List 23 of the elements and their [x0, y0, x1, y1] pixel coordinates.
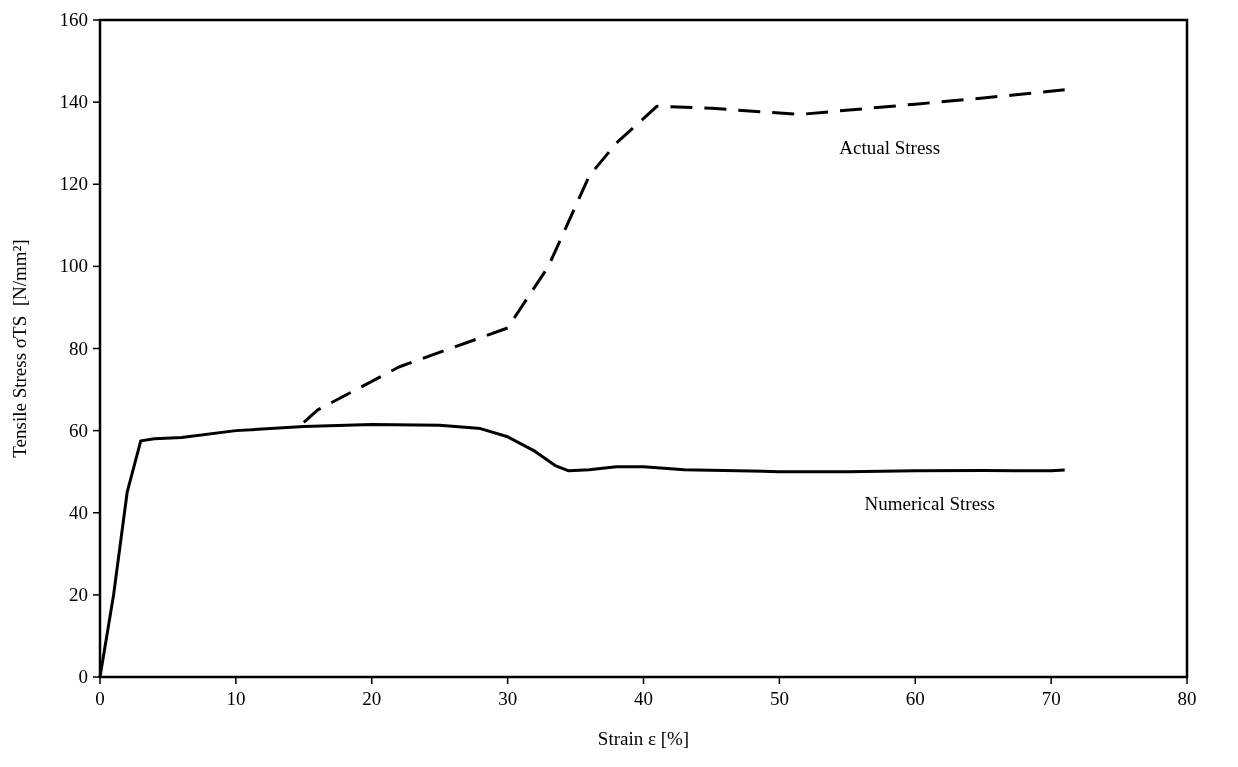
y-tick-label: 160 [59, 9, 88, 30]
x-tick-label: 0 [95, 688, 105, 709]
x-tick-label: 20 [362, 688, 382, 709]
x-tick-label: 60 [905, 688, 925, 709]
x-tick-label: 10 [226, 688, 246, 709]
y-tick-label: 40 [69, 501, 88, 523]
y-tick-label: 60 [69, 419, 88, 441]
x-tick-label: 30 [498, 688, 518, 709]
series-label: Numerical Stress [864, 493, 995, 515]
line-series [302, 88, 1067, 424]
y-tick-label: 0 [78, 666, 88, 687]
y-tick-label: 80 [69, 337, 88, 359]
series-label: Actual Stress [839, 136, 941, 158]
y-axis-title: Tensile Stress σTS [N/mm²] [9, 239, 30, 458]
x-tick-label: 50 [769, 688, 789, 709]
x-tick-label: 80 [1177, 688, 1197, 709]
x-tick-label: 70 [1041, 688, 1061, 709]
y-tick-label: 140 [59, 91, 88, 113]
y-tick-label: 20 [69, 583, 88, 605]
y-tick-label: 100 [59, 255, 88, 277]
x-tick-label: 40 [634, 688, 653, 709]
y-tick-label: 120 [59, 173, 88, 195]
x-axis-title: Strain ε [%] [597, 728, 690, 749]
